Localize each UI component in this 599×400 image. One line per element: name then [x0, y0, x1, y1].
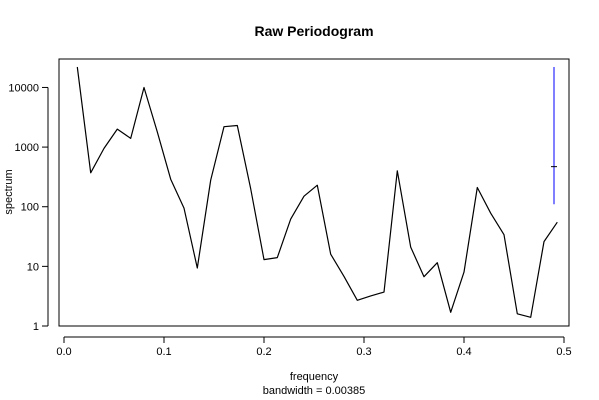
plot-frame [58, 58, 570, 327]
chart-title: Raw Periodogram [254, 23, 373, 39]
x-tick-label: 0.0 [56, 346, 71, 358]
y-tick-label: 10 [27, 261, 39, 273]
y-axis-label: spectrum [3, 169, 15, 214]
x-tick-label: 0.3 [356, 346, 371, 358]
y-tick-label: 100 [21, 202, 39, 214]
bandwidth-marker [551, 67, 557, 205]
bandwidth-label: bandwidth = 0.00385 [263, 385, 365, 397]
y-tick-label: 10000 [8, 82, 39, 94]
x-tick-label: 0.4 [456, 346, 471, 358]
spectrum-series [76, 66, 558, 318]
x-axis: 0.0 0.1 0.2 0.3 0.4 0.5 [56, 336, 572, 358]
x-tick-label: 0.1 [156, 346, 171, 358]
x-axis-label: frequency [290, 371, 339, 383]
spectrum-line [76, 66, 558, 318]
x-tick-label: 0.5 [556, 346, 571, 358]
y-tick-label: 1 [33, 321, 39, 333]
y-tick-label: 1000 [15, 142, 39, 154]
x-tick-label: 0.2 [256, 346, 271, 358]
y-axis: 1 10 100 1000 10000 [8, 82, 49, 333]
